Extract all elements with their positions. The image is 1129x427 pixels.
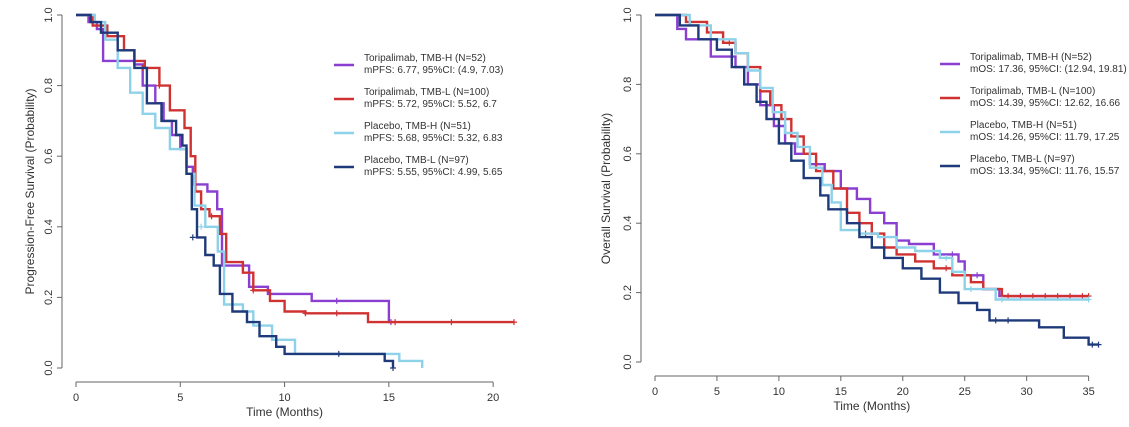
os-chart: 0 5 10 15 20 25 30 35 0.0 0.2 0.4 0.6 0.8 1.0 Time (Mo… (599, 7, 1127, 413)
censor-mark (1005, 317, 1012, 324)
y-tick-label: 0.4 (43, 219, 55, 234)
legend-series-stat: mPFS: 5.55, 95%CI: 4.99, 5.65 (364, 167, 503, 178)
censor-mark (302, 310, 309, 317)
censor-mark (1085, 296, 1092, 303)
y-tick-label: 0.8 (622, 77, 634, 92)
censor-mark (392, 319, 399, 326)
survival-curve-3 (655, 13, 1089, 301)
legend-series-name: Toripalimab, TMB-H (N=52) (970, 52, 1092, 63)
censor-mark (156, 82, 163, 89)
censor-mark (208, 213, 215, 220)
y-tick-label: 0.6 (43, 149, 55, 164)
x-tick-label: 20 (487, 392, 499, 404)
censor-mark (1089, 341, 1096, 348)
legend-series-stat: mOS: 14.39, 95%CI: 12.62, 16.66 (970, 98, 1121, 109)
x-tick-label: 5 (714, 386, 720, 398)
legend-series-stat: mPFS: 5.72, 95%CI: 5.52, 6.7 (364, 99, 497, 110)
y-tick-label: 0.2 (43, 290, 55, 305)
legend-series-stat: mOS: 13.34, 95%CI: 11.76, 15.57 (970, 166, 1120, 177)
censor-mark (1029, 293, 1036, 300)
legend-series-stat: mOS: 14.26, 95%CI: 11.79, 17.25 (970, 132, 1120, 143)
censor-mark (949, 251, 956, 258)
y-tick-label: 0.4 (622, 216, 634, 231)
censor-mark (333, 297, 340, 304)
censor-mark (1017, 293, 1024, 300)
legend-series-name: Toripalimab, TMB-H (N=52) (364, 53, 486, 64)
x-tick-label: 5 (177, 392, 183, 404)
censor-mark (198, 223, 205, 230)
legend-series-stat: mOS: 17.36, 95%CI: (12.94, 19.81) (970, 64, 1127, 75)
survival-curve-1 (76, 13, 393, 324)
censor-mark (1079, 293, 1086, 300)
x-tick-label: 15 (835, 386, 847, 398)
legend-series-stat: mPFS: 5.68, 95%CI: 5.32, 6.83 (364, 133, 503, 144)
y-axis-title: Overall Survival (Probability) (599, 113, 613, 264)
x-tick-label: 0 (73, 392, 79, 404)
censor-mark (333, 310, 340, 317)
censor-mark (943, 254, 950, 261)
censor-mark (998, 296, 1005, 303)
y-tick-label: 0.0 (43, 360, 55, 375)
censor-mark (943, 265, 950, 272)
survival-curve-4 (655, 13, 1099, 346)
legend-series-name: Placebo, TMB-L (N=97) (364, 155, 469, 166)
survival-curve-4 (76, 13, 395, 368)
y-tick-label: 1.0 (622, 7, 634, 22)
censor-mark (974, 272, 981, 279)
y-tick-label: 0.6 (622, 146, 634, 161)
y-tick-label: 1.0 (43, 7, 55, 22)
censor-mark (1095, 341, 1102, 348)
x-tick-label: 15 (383, 392, 395, 404)
legend-series-stat: mPFS: 6.77, 95%CI: (4.9, 7.03) (364, 65, 504, 76)
legend-series-name: Placebo, TMB-L (N=97) (970, 154, 1075, 165)
censor-mark (1042, 293, 1049, 300)
x-tick-label: 0 (652, 386, 658, 398)
censor-mark (992, 317, 999, 324)
y-tick-label: 0.8 (43, 78, 55, 93)
legend-series-name: Placebo, TMB-H (N=51) (364, 121, 471, 132)
censor-mark (250, 287, 257, 294)
x-axis-title: Time (Months) (246, 405, 323, 419)
censor-mark (1005, 293, 1012, 300)
y-tick-label: 0.0 (622, 354, 634, 369)
x-tick-label: 25 (959, 386, 971, 398)
x-axis-title: Time (Months) (833, 399, 910, 413)
legend-series-name: Toripalimab, TMB-L (N=100) (364, 87, 489, 98)
x-tick-label: 30 (1021, 386, 1033, 398)
censor-mark (335, 350, 342, 357)
censor-mark (511, 319, 517, 326)
censor-mark (448, 319, 455, 326)
y-tick-label: 0.2 (622, 285, 634, 300)
censor-mark (1067, 293, 1074, 300)
censor-mark (1054, 293, 1061, 300)
x-tick-label: 10 (278, 392, 290, 404)
x-tick-label: 35 (1082, 386, 1094, 398)
censor-mark (189, 234, 196, 241)
y-axis-title: Progression-Free Survival (Probability) (23, 88, 37, 294)
censor-mark (390, 365, 397, 371)
x-tick-label: 20 (897, 386, 909, 398)
pfs-chart: 0 5 10 15 20 0.0 0.2 0.4 0.6 0.8 1.0 Time (Months) P… (23, 7, 517, 419)
censor-mark (967, 286, 974, 293)
survival-curve-3 (76, 13, 424, 368)
x-tick-label: 10 (773, 386, 785, 398)
legend-series-name: Toripalimab, TMB-L (N=100) (970, 86, 1095, 97)
legend-series-name: Placebo, TMB-H (N=51) (970, 120, 1077, 131)
censor-mark (726, 39, 733, 46)
